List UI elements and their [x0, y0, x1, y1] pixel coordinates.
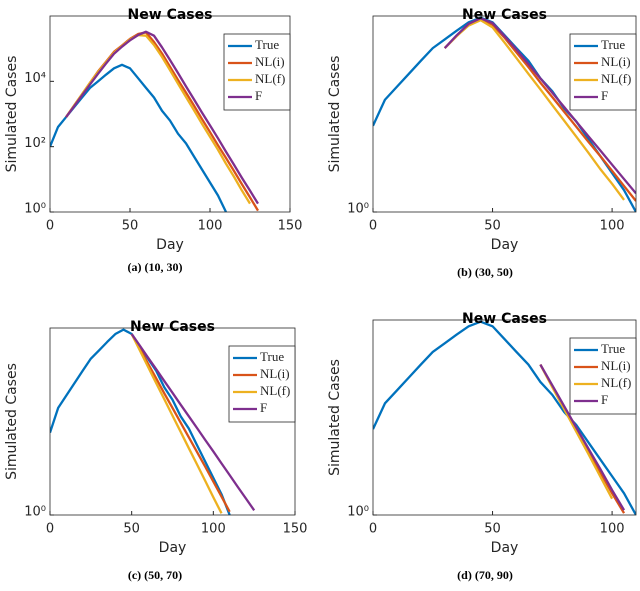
chart-title: New Cases	[128, 7, 213, 23]
y-tick-label: 10⁰	[24, 202, 46, 217]
x-tick-label: 50	[123, 522, 140, 537]
caption: (c) (50, 70)	[128, 568, 182, 582]
x-axis-label: Day	[156, 237, 184, 253]
chart-title: New Cases	[462, 311, 547, 327]
legend-label: NL(i)	[601, 358, 631, 373]
x-tick-label: 50	[484, 219, 501, 234]
caption: (d) (70, 90)	[457, 568, 513, 582]
subplot: 0 50 100 10⁰ New Cases Day Simulated Cases True…	[327, 311, 637, 556]
series-line	[130, 333, 231, 513]
x-tick-label: 0	[46, 219, 54, 234]
legend-label: True	[601, 37, 625, 52]
y-axis-label: Simulated Cases	[4, 363, 20, 480]
legend-label: F	[255, 88, 262, 103]
x-tick-label: 0	[369, 219, 377, 234]
x-axis-label: Day	[491, 540, 519, 556]
subplot: 0 50 100 10⁰ New Cases Day Simulated Cases True…	[327, 7, 637, 253]
x-tick-label: 50	[122, 219, 139, 234]
y-axis-label: Simulated Cases	[4, 56, 20, 173]
y-axis-label: Simulated Cases	[327, 56, 343, 173]
series-line	[539, 364, 626, 511]
x-axis-label: Day	[491, 237, 519, 253]
series-line	[65, 30, 259, 205]
legend-label: NL(i)	[255, 54, 285, 69]
legend-label: NL(i)	[260, 366, 290, 381]
legend-label: F	[601, 88, 608, 103]
y-tick-label: 10⁰	[24, 505, 46, 520]
legend-label: F	[601, 392, 608, 407]
x-tick-label: 100	[600, 219, 625, 234]
y-tick-label: 10²	[24, 136, 46, 151]
subplot: 0 50 100 150 10⁰ New Cases Day Simulated Cases T…	[4, 319, 307, 556]
series-line	[130, 333, 256, 511]
series-line	[443, 19, 625, 201]
axes-box	[372, 15, 637, 213]
x-tick-label: 100	[600, 522, 625, 537]
subplot: 0 50 100 150 10⁰ 10² 10⁴ New Cases Day Simulated …	[4, 7, 302, 253]
legend-label: F	[260, 400, 267, 415]
legend-label: True	[260, 349, 284, 364]
caption: (b) (30, 50)	[457, 265, 513, 279]
axes-box	[49, 15, 291, 213]
x-axis-label: Day	[159, 540, 187, 556]
legend-label: NL(f)	[255, 71, 285, 86]
legend-label: NL(f)	[260, 383, 290, 398]
legend-label: NL(f)	[601, 375, 631, 390]
series-line	[373, 320, 636, 515]
y-tick-label: 10⁰	[347, 505, 369, 520]
legend-label: True	[601, 341, 625, 356]
series-line	[443, 17, 636, 195]
chart-title: New Cases	[130, 319, 215, 335]
x-tick-label: 100	[201, 522, 226, 537]
y-tick-label: 10⁰	[347, 202, 369, 217]
series-line	[130, 333, 223, 514]
x-tick-label: 50	[484, 522, 501, 537]
x-tick-label: 100	[198, 219, 223, 234]
x-tick-label: 150	[283, 522, 308, 537]
legend-label: NL(f)	[601, 71, 631, 86]
x-tick-label: 150	[278, 219, 303, 234]
chart-title: New Cases	[462, 7, 547, 23]
legend-label: True	[255, 37, 279, 52]
y-axis-label: Simulated Cases	[327, 359, 343, 476]
x-tick-label: 0	[46, 522, 54, 537]
y-tick-label: 10⁴	[24, 71, 46, 86]
x-tick-label: 0	[369, 522, 377, 537]
axes-box	[372, 319, 637, 516]
legend-label: NL(i)	[601, 54, 631, 69]
caption: (a) (10, 30)	[128, 260, 183, 274]
